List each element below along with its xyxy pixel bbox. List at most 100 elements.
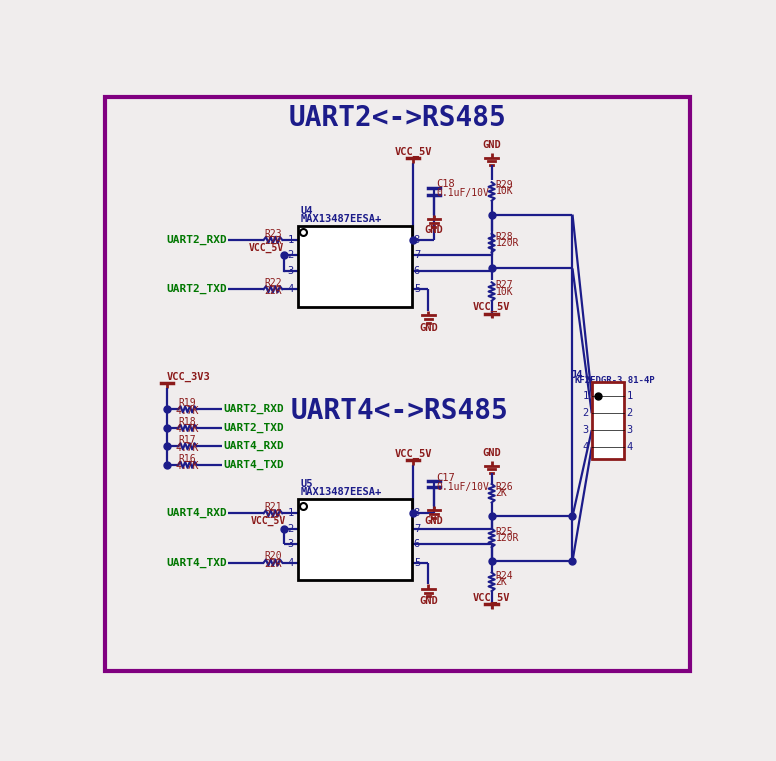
Text: 120R: 120R [496, 533, 519, 543]
Text: R22: R22 [264, 278, 282, 288]
Text: UART2_TXD: UART2_TXD [166, 284, 227, 295]
Text: R26: R26 [496, 482, 513, 492]
Text: 10K: 10K [496, 186, 513, 196]
Text: R29: R29 [496, 180, 513, 190]
Text: VCC_5V: VCC_5V [473, 302, 511, 312]
Text: UART4<->RS485: UART4<->RS485 [290, 397, 508, 425]
Text: VCC_5V: VCC_5V [251, 516, 286, 527]
Text: RE#: RE# [309, 522, 331, 535]
Text: 22R: 22R [264, 510, 282, 520]
Text: GND: GND [419, 323, 438, 333]
Text: 4: 4 [287, 558, 294, 568]
Text: 7: 7 [414, 250, 420, 260]
Text: A: A [367, 264, 374, 277]
Text: UART4_TXD: UART4_TXD [166, 558, 227, 568]
Text: VCC_5V: VCC_5V [249, 243, 285, 253]
Text: MAX13487EESA+: MAX13487EESA+ [300, 214, 382, 224]
Text: KF2EDGR-3.81-4P: KF2EDGR-3.81-4P [575, 377, 656, 385]
Text: 0.1uF/10V: 0.1uF/10V [436, 482, 489, 492]
Text: 7: 7 [414, 524, 420, 533]
Text: SHDN#: SHDN# [309, 539, 341, 549]
Text: 5: 5 [414, 558, 420, 568]
Text: GND: GND [367, 556, 388, 569]
Text: B: B [367, 522, 374, 535]
Text: 120R: 120R [496, 238, 519, 248]
Text: 2: 2 [583, 408, 589, 419]
Text: R25: R25 [496, 527, 513, 537]
Text: B: B [367, 249, 374, 262]
Text: GND: GND [482, 140, 501, 150]
Text: A: A [367, 537, 374, 550]
Text: 1: 1 [583, 391, 589, 401]
Text: 3: 3 [287, 266, 294, 275]
Text: 3: 3 [287, 539, 294, 549]
Text: R24: R24 [496, 571, 513, 581]
Text: 22R: 22R [264, 285, 282, 296]
Bar [298, 226, 411, 307]
Text: GND: GND [367, 282, 388, 296]
Text: R18: R18 [178, 417, 196, 427]
Text: GND: GND [482, 447, 501, 458]
Text: UART2_RXD: UART2_RXD [223, 404, 285, 415]
Text: UART2<->RS485: UART2<->RS485 [289, 104, 507, 132]
Text: 2: 2 [287, 250, 294, 260]
Text: 4.7K: 4.7K [175, 461, 199, 471]
Text: UART2_RXD: UART2_RXD [166, 235, 227, 245]
Text: R27: R27 [496, 280, 513, 291]
Text: 1: 1 [287, 235, 294, 245]
Text: U5: U5 [300, 479, 314, 489]
Text: 8: 8 [414, 235, 420, 245]
Text: 2K: 2K [496, 577, 508, 587]
Text: R21: R21 [264, 502, 282, 512]
Text: 8: 8 [414, 508, 420, 518]
Text: U4: U4 [300, 206, 314, 216]
Text: 4.7K: 4.7K [175, 443, 199, 453]
Text: RO: RO [309, 234, 324, 247]
Text: UART4_TXD: UART4_TXD [223, 460, 285, 470]
Text: GND: GND [424, 225, 443, 235]
Text: UART4_RXD: UART4_RXD [223, 441, 285, 451]
Text: 2: 2 [626, 408, 632, 419]
Text: GND: GND [424, 516, 443, 526]
Text: 5: 5 [414, 284, 420, 295]
Text: VCC: VCC [367, 234, 388, 247]
Text: RE#: RE# [309, 249, 331, 262]
Text: 22R: 22R [264, 559, 282, 569]
Text: R16: R16 [178, 454, 196, 463]
Text: 6: 6 [414, 266, 420, 275]
Text: SHDN#: SHDN# [309, 266, 341, 275]
Text: VCC_5V: VCC_5V [394, 448, 432, 459]
Text: 2K: 2K [496, 489, 508, 498]
Text: 4.7K: 4.7K [175, 406, 199, 416]
Text: MAX13487EESA+: MAX13487EESA+ [300, 487, 382, 497]
Text: 22R: 22R [264, 237, 282, 247]
Text: R20: R20 [264, 552, 282, 562]
Text: 0.1uF/10V: 0.1uF/10V [436, 188, 489, 198]
Bar [298, 499, 411, 581]
Text: VCC_5V: VCC_5V [473, 592, 511, 603]
Text: RO: RO [309, 507, 324, 520]
Text: 10K: 10K [496, 287, 513, 297]
Text: DI: DI [309, 556, 324, 569]
Text: 4: 4 [287, 284, 294, 295]
Text: VCC_5V: VCC_5V [394, 147, 432, 157]
Text: 4: 4 [583, 442, 589, 452]
Text: 4: 4 [626, 442, 632, 452]
Text: 3: 3 [583, 425, 589, 435]
Text: DI: DI [309, 282, 324, 296]
Text: GND: GND [419, 596, 438, 606]
Text: R17: R17 [178, 435, 196, 445]
Text: VCC: VCC [367, 507, 388, 520]
Text: 6: 6 [414, 539, 420, 549]
Text: C18: C18 [436, 179, 455, 189]
Text: 3: 3 [626, 425, 632, 435]
Text: 4.7K: 4.7K [175, 425, 199, 435]
Text: R28: R28 [496, 232, 513, 242]
Text: VCC_3V3: VCC_3V3 [167, 371, 210, 381]
Text: R19: R19 [178, 398, 196, 408]
Bar [592, 382, 624, 460]
Text: UART4_RXD: UART4_RXD [166, 508, 227, 518]
Text: R23: R23 [264, 229, 282, 239]
Text: UART2_TXD: UART2_TXD [223, 422, 285, 433]
Text: C17: C17 [436, 473, 455, 483]
